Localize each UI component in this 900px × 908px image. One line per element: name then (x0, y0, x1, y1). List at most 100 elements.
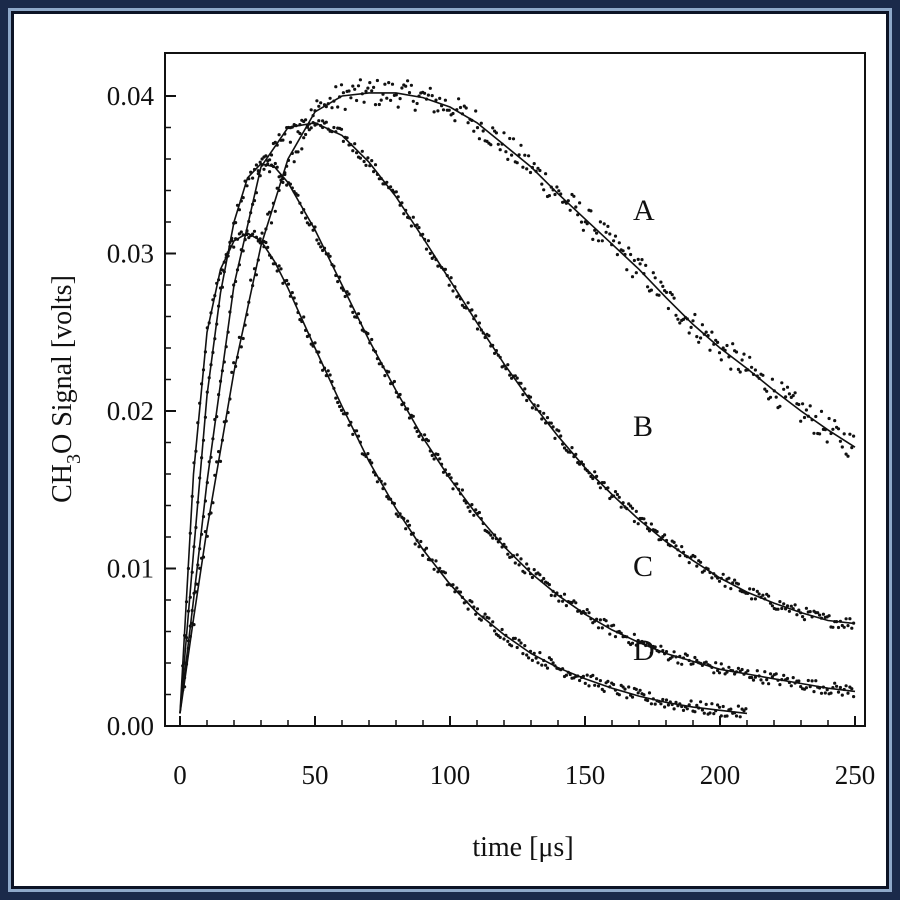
data-point (201, 368, 206, 372)
data-point (712, 712, 716, 716)
data-point (670, 293, 674, 297)
data-point (207, 376, 211, 380)
data-point (268, 253, 272, 257)
data-point (355, 429, 359, 433)
data-point (738, 715, 742, 719)
data-point (494, 349, 498, 353)
data-point (423, 237, 427, 241)
data-point (251, 202, 255, 206)
data-point (190, 494, 194, 498)
data-point (731, 342, 735, 346)
data-point (676, 548, 680, 552)
data-point (502, 542, 506, 547)
data-point (211, 501, 215, 505)
axis-ticks (165, 95, 856, 727)
data-point (252, 167, 257, 172)
data-point (542, 411, 546, 415)
data-point (802, 415, 807, 420)
data-point (285, 183, 289, 187)
data-point (358, 156, 362, 160)
data-point (587, 471, 591, 475)
data-point (780, 381, 784, 385)
data-point (793, 603, 797, 607)
data-point (528, 170, 533, 175)
data-point (220, 268, 224, 272)
data-point (513, 374, 517, 378)
data-point (366, 156, 370, 160)
data-point (685, 707, 689, 711)
data-point (434, 98, 438, 102)
data-point (576, 674, 580, 678)
data-point (245, 313, 249, 317)
data-point (430, 453, 434, 458)
data-point (457, 97, 461, 101)
data-point (801, 615, 805, 619)
data-point (493, 351, 497, 355)
data-point (349, 304, 353, 308)
data-point (804, 408, 809, 412)
data-point (564, 673, 569, 677)
data-point (852, 434, 856, 438)
data-point (596, 481, 601, 485)
data-point (269, 221, 274, 225)
data-point (366, 332, 370, 336)
data-point (823, 691, 827, 695)
data-point (598, 679, 603, 683)
fit-curve-A (179, 92, 856, 714)
data-point (678, 654, 682, 658)
data-point (421, 232, 425, 236)
data-point (659, 537, 663, 542)
data-point (517, 153, 521, 157)
data-point (753, 675, 758, 679)
data-point (848, 617, 852, 621)
data-point (198, 566, 202, 570)
data-point (300, 147, 304, 151)
data-point (657, 650, 661, 654)
data-point (396, 105, 400, 109)
data-point (458, 297, 463, 301)
data-point (782, 602, 786, 606)
data-point (542, 188, 546, 192)
data-point (404, 208, 408, 212)
data-point (349, 96, 353, 100)
data-point (821, 685, 826, 689)
data-point (355, 98, 359, 103)
data-point (568, 208, 572, 212)
data-point (604, 619, 608, 623)
data-point (708, 570, 712, 575)
data-point (776, 607, 780, 611)
data-point (515, 376, 519, 380)
data-point (776, 678, 780, 682)
data-point (334, 130, 338, 134)
data-point (793, 391, 797, 395)
data-point (491, 343, 495, 347)
data-point (411, 215, 415, 219)
data-point (398, 392, 402, 397)
data-point (593, 228, 597, 232)
data-point (415, 101, 419, 106)
data-point (218, 271, 223, 275)
data-point (842, 687, 846, 692)
data-point (723, 584, 727, 588)
data-point (239, 230, 243, 234)
data-point (510, 644, 514, 648)
data-point (266, 245, 270, 249)
data-point (642, 641, 646, 645)
data-point (334, 85, 338, 89)
data-point (591, 673, 595, 678)
data-point (542, 576, 546, 581)
data-point (761, 373, 765, 377)
data-point (693, 655, 697, 660)
data-point (475, 327, 480, 331)
data-point (489, 623, 493, 627)
data-point (521, 652, 525, 656)
data-point (791, 394, 795, 398)
data-point (627, 246, 631, 250)
data-point (538, 168, 542, 173)
data-point (678, 321, 682, 325)
data-point (636, 638, 640, 643)
data-point (719, 358, 723, 362)
data-point (647, 643, 652, 647)
data-point (464, 306, 468, 310)
data-point (663, 533, 667, 537)
